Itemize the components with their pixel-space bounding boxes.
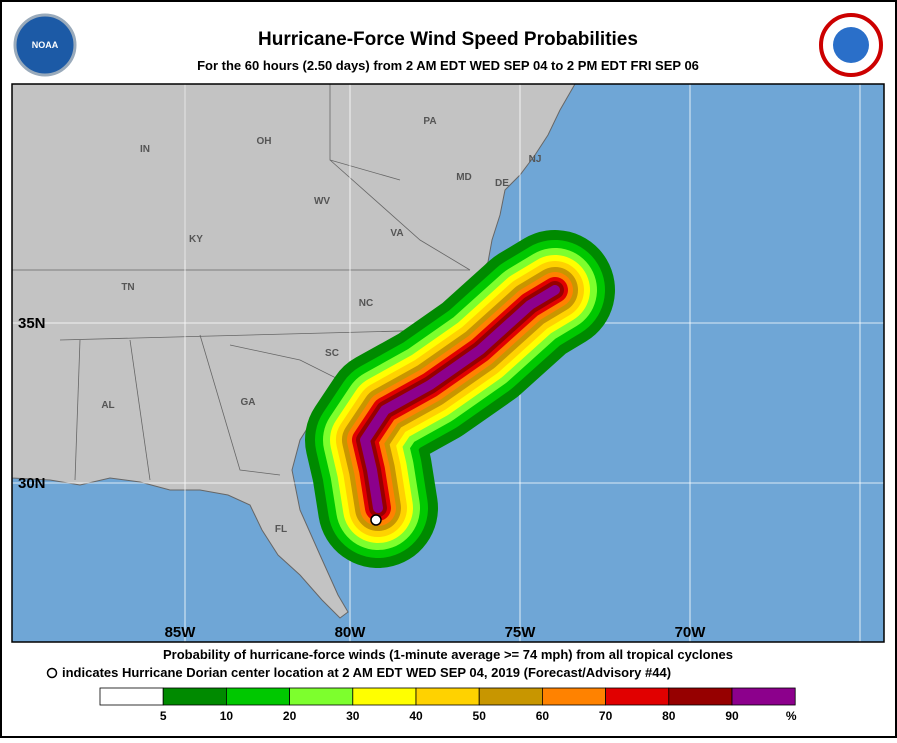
map: IN OH PA NJ MD DE WV VA KY TN NC SC AL GA FL [12, 84, 884, 642]
center-symbol [46, 667, 58, 679]
state-label: KY [189, 234, 203, 245]
legend-swatch [99, 687, 164, 706]
caption: Probability of hurricane-force winds (1-… [163, 647, 733, 662]
legend-label: 20 [283, 709, 297, 723]
state-label: TN [121, 282, 134, 293]
map-border [11, 83, 885, 643]
state-label: SC [325, 348, 339, 359]
state-label: MD [456, 172, 472, 183]
state-label: NJ [529, 154, 542, 165]
legend-swatch [731, 687, 796, 706]
caption: indicates Hurricane Dorian center locati… [62, 665, 671, 680]
state-label: OH [257, 136, 272, 147]
legend-swatch [162, 687, 227, 706]
probability-swath [305, 230, 615, 568]
legend-label: 50 [473, 709, 487, 723]
legend-label: 10 [220, 709, 234, 723]
legend-label: % [786, 709, 797, 723]
state-label: PA [423, 116, 436, 127]
legend-label: 40 [409, 709, 423, 723]
state-label: NC [359, 298, 373, 309]
legend-swatch [415, 687, 480, 706]
legend-swatch [289, 687, 354, 706]
state-label: DE [495, 178, 509, 189]
subtitle: For the 60 hours (2.50 days) from 2 AM E… [197, 58, 699, 73]
legend-swatch [478, 687, 543, 706]
legend-swatch [668, 687, 733, 706]
legend-label: 5 [160, 709, 167, 723]
legend: 5 10 20 30 40 50 60 70 80 90% [99, 687, 797, 723]
state-label: IN [140, 144, 150, 155]
legend-label: 90 [725, 709, 739, 723]
state-label: VA [390, 228, 403, 239]
title: Hurricane-Force Wind Speed Probabilities [258, 29, 638, 50]
swath-band [360, 285, 560, 513]
lon-label: 75W [505, 624, 537, 641]
nws-logo-inner [833, 27, 869, 63]
legend-label: 80 [662, 709, 676, 723]
legend-swatch [352, 687, 417, 706]
noaa-logo [13, 13, 77, 77]
lat-label: 35N [18, 315, 46, 332]
lon-label: 80W [335, 624, 367, 641]
state-label: FL [275, 524, 287, 535]
legend-label: 70 [599, 709, 613, 723]
state-label: AL [101, 400, 114, 411]
legend-swatch [542, 687, 607, 706]
land [12, 84, 576, 619]
storm-center [370, 514, 382, 526]
lat-label: 30N [18, 475, 46, 492]
lon-label: 70W [675, 624, 707, 641]
legend-label: 30 [346, 709, 360, 723]
legend-swatch [605, 687, 670, 706]
noaa-text: NOAA [32, 40, 59, 50]
state-label: GA [241, 397, 256, 408]
legend-swatch [225, 687, 290, 706]
state-label: WV [314, 196, 330, 207]
lon-label: 85W [165, 624, 197, 641]
legend-label: 60 [536, 709, 550, 723]
